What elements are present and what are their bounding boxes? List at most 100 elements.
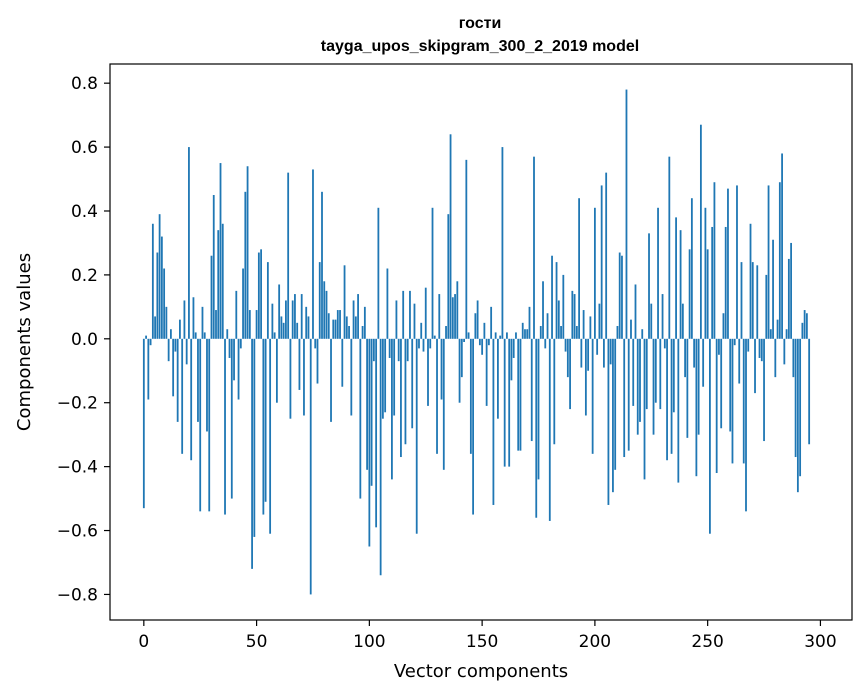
bar	[636, 338, 639, 435]
bar	[305, 306, 308, 339]
y-tick-label: 0.2	[71, 266, 98, 286]
bar	[469, 338, 472, 454]
bar	[197, 338, 199, 422]
bar	[424, 287, 427, 339]
bar	[217, 230, 220, 339]
bar	[499, 335, 502, 339]
bar	[553, 338, 556, 445]
bar	[350, 338, 353, 416]
bar	[298, 338, 301, 390]
bar	[485, 338, 488, 406]
bar	[194, 332, 197, 339]
bar	[652, 338, 655, 435]
bar	[729, 338, 732, 432]
bar	[463, 338, 465, 342]
bar	[314, 338, 317, 349]
bar	[681, 303, 684, 339]
bar	[474, 313, 477, 339]
bar	[695, 338, 698, 477]
bar	[269, 338, 272, 534]
chart-subtitle: tayga_upos_skipgram_300_2_2019 model	[321, 38, 639, 55]
bar	[348, 326, 350, 339]
bar	[672, 338, 675, 413]
x-axis-label: Vector components	[394, 661, 568, 682]
bar	[751, 262, 754, 339]
bar	[226, 329, 229, 339]
bar	[702, 338, 705, 387]
bar	[188, 147, 190, 339]
bar	[580, 338, 583, 368]
bar	[727, 188, 729, 339]
bar	[264, 338, 267, 502]
bar	[436, 338, 438, 454]
bar	[774, 338, 777, 378]
bar	[330, 338, 332, 422]
bar	[794, 338, 797, 458]
x-tick-label: 250	[691, 632, 723, 652]
bar	[490, 306, 493, 339]
bar	[411, 338, 414, 429]
bar	[711, 226, 714, 339]
bar	[370, 338, 373, 486]
bar	[418, 338, 420, 349]
bar	[503, 338, 506, 467]
bar	[697, 338, 700, 435]
bar	[163, 268, 166, 339]
bar	[487, 338, 490, 346]
y-tick-label: 0.0	[71, 330, 98, 350]
bar	[787, 258, 790, 339]
bar	[219, 163, 222, 339]
bar	[185, 338, 188, 365]
bar	[573, 294, 576, 339]
bar	[368, 338, 371, 547]
bar	[440, 338, 443, 400]
bar	[325, 290, 328, 339]
bar	[372, 338, 375, 362]
bar	[593, 207, 596, 339]
bar	[445, 326, 447, 339]
bar	[388, 338, 391, 358]
bar	[472, 338, 474, 515]
bar	[758, 338, 761, 358]
bar	[151, 223, 154, 339]
bar	[291, 300, 294, 339]
y-axis-ticks: −0.8 −0.6 −0.4 −0.2 0.0 0.2 0.4 0.6 0.8	[57, 74, 110, 605]
bar	[605, 172, 608, 339]
bar	[375, 338, 378, 528]
bar	[781, 153, 783, 339]
bar	[230, 338, 233, 499]
bar	[506, 332, 508, 339]
bar	[639, 338, 641, 422]
bar	[431, 207, 434, 339]
bar	[715, 338, 718, 474]
bar	[282, 322, 285, 339]
bar	[740, 262, 743, 339]
bar	[413, 303, 416, 339]
bar	[190, 338, 193, 461]
bar	[332, 319, 335, 339]
bar	[379, 338, 382, 576]
bar	[393, 338, 396, 416]
bar	[688, 249, 691, 339]
x-tick-label: 50	[246, 632, 268, 652]
x-tick-label: 150	[466, 632, 498, 652]
bar	[239, 338, 242, 349]
bar	[641, 329, 644, 339]
bar	[661, 294, 664, 339]
x-tick-label: 100	[353, 632, 385, 652]
bar	[537, 338, 540, 480]
bar	[501, 147, 504, 339]
bar	[578, 198, 580, 339]
bar	[221, 223, 224, 339]
bar	[776, 319, 779, 339]
bar	[233, 338, 235, 381]
bar	[451, 297, 454, 339]
bar	[720, 338, 723, 429]
bar	[693, 338, 696, 368]
bar	[447, 214, 450, 339]
bar	[754, 338, 756, 394]
bar	[199, 338, 202, 512]
bar	[571, 290, 574, 339]
bar	[521, 322, 524, 339]
bar	[677, 338, 680, 483]
